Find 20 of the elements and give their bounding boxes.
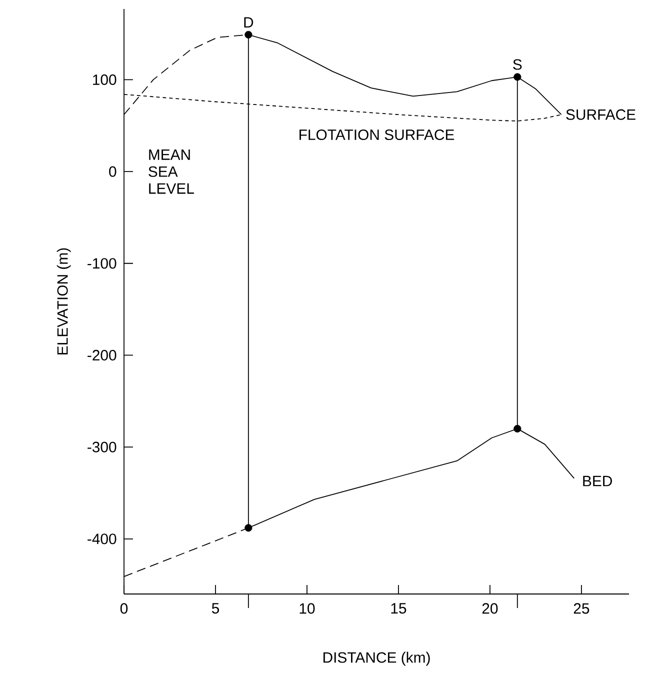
y-tick-label: -400 (88, 534, 116, 544)
x-axis-title: DISTANCE (km) (323, 652, 430, 666)
annotation: SURFACE (566, 109, 636, 120)
annotation: FLOTATION SURFACE (300, 129, 454, 140)
y-axis-title: ELEVATION (m) (56, 248, 71, 354)
x-tick-label: 20 (482, 603, 498, 614)
annotation: D (244, 17, 254, 28)
x-tick-label: 5 (212, 603, 220, 614)
annotation: S (513, 59, 522, 70)
y-tick-label: 0 (109, 166, 116, 177)
y-tick-label: -100 (88, 258, 116, 269)
x-tick-label: 0 (120, 603, 128, 614)
y-tick-label: -300 (88, 442, 116, 452)
y-tick-label: 100 (93, 74, 116, 85)
annotation: MEAN SEA LEVEL (148, 150, 194, 194)
annotation: BED (583, 476, 612, 486)
y-tick-label: -200 (88, 350, 116, 361)
x-tick-label: 15 (391, 603, 406, 614)
x-tick-label: 10 (300, 603, 315, 614)
x-tick-label: 25 (574, 603, 590, 614)
